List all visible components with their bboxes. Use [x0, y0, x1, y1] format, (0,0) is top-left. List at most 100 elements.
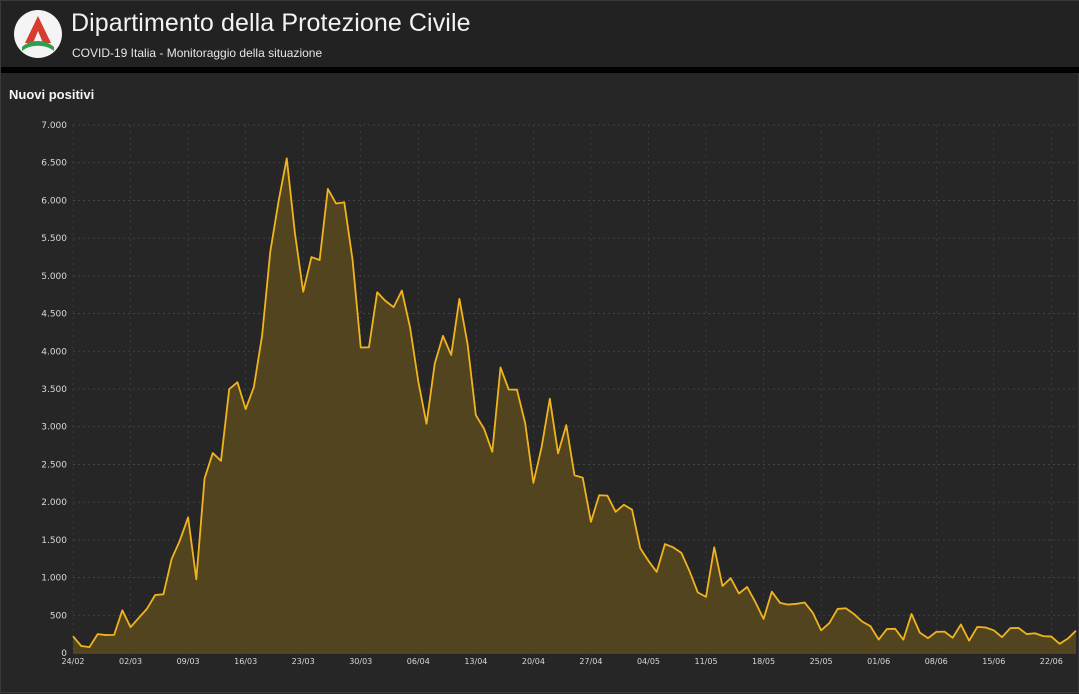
data-point [1067, 637, 1069, 639]
data-point [269, 250, 271, 252]
y-tick-label: 6.500 [41, 159, 67, 169]
data-point [499, 366, 501, 368]
data-point [540, 446, 542, 448]
data-point [836, 608, 838, 610]
data-point [162, 593, 164, 595]
data-point [1058, 643, 1060, 645]
data-point [524, 422, 526, 424]
x-tick-label: 24/02 [61, 657, 84, 666]
data-point [450, 354, 452, 356]
x-tick-label: 15/06 [982, 657, 1005, 666]
data-point [631, 508, 633, 510]
page-title: Dipartimento della Protezione Civile [71, 9, 471, 37]
data-point [762, 618, 764, 620]
data-point [113, 634, 115, 636]
data-point [138, 617, 140, 619]
page-subtitle: COVID-19 Italia - Monitoraggio della sit… [72, 46, 323, 60]
data-point [179, 539, 181, 541]
data-point [220, 460, 222, 462]
data-point [713, 546, 715, 548]
data-point [582, 477, 584, 479]
data-point [417, 380, 419, 382]
y-tick-label: 0 [61, 649, 67, 659]
y-tick-label: 2.000 [41, 498, 67, 508]
data-point [401, 289, 403, 291]
data-point [129, 626, 131, 628]
x-tick-label: 27/04 [579, 657, 602, 666]
data-point [861, 620, 863, 622]
data-point [491, 451, 493, 453]
data-point [779, 602, 781, 604]
data-point [746, 586, 748, 588]
y-tick-label: 2.500 [41, 460, 67, 470]
data-point [951, 637, 953, 639]
x-tick-label: 20/04 [522, 657, 545, 666]
data-point [72, 635, 74, 637]
data-point [203, 477, 205, 479]
data-point [664, 543, 666, 545]
x-tick-label: 06/04 [407, 657, 430, 666]
y-tick-label: 4.000 [41, 347, 67, 357]
data-point [828, 622, 830, 624]
data-point [425, 423, 427, 425]
data-point [795, 603, 797, 605]
data-point [286, 157, 288, 159]
data-point [475, 414, 477, 416]
data-point [573, 474, 575, 476]
data-point [105, 634, 107, 636]
x-tick-label: 08/06 [925, 657, 948, 666]
data-point [1001, 636, 1003, 638]
data-point [721, 585, 723, 587]
data-point [335, 202, 337, 204]
x-tick-label: 16/03 [234, 657, 257, 666]
data-point [121, 609, 123, 611]
y-tick-label: 3.000 [41, 423, 67, 433]
data-point [212, 452, 214, 454]
data-point [376, 291, 378, 293]
data-point [228, 388, 230, 390]
data-point [804, 601, 806, 603]
protezione-civile-logo-icon [14, 10, 62, 58]
y-tick-label: 7.000 [41, 121, 67, 131]
data-point [532, 482, 534, 484]
data-point [384, 300, 386, 302]
data-point [845, 607, 847, 609]
data-point [253, 386, 255, 388]
data-point [80, 645, 82, 647]
data-point [590, 521, 592, 523]
data-point [697, 591, 699, 593]
data-point [672, 546, 674, 548]
data-point [277, 200, 279, 202]
x-tick-label: 13/04 [464, 657, 487, 666]
data-point [993, 629, 995, 631]
data-point [1034, 632, 1036, 634]
data-point [869, 625, 871, 627]
data-point [327, 188, 329, 190]
data-point [614, 511, 616, 513]
data-point [935, 631, 937, 633]
data-point [549, 398, 551, 400]
data-point [680, 552, 682, 554]
data-point [688, 570, 690, 572]
y-tick-label: 5.500 [41, 234, 67, 244]
data-point [647, 560, 649, 562]
data-point [877, 638, 879, 640]
data-point [154, 594, 156, 596]
x-tick-label: 09/03 [177, 657, 200, 666]
data-point [1075, 629, 1077, 631]
y-tick-label: 5.000 [41, 272, 67, 282]
x-tick-label: 23/03 [292, 657, 315, 666]
data-point [984, 626, 986, 628]
x-tick-label: 02/03 [119, 657, 142, 666]
data-point [244, 408, 246, 410]
data-point [598, 494, 600, 496]
y-tick-label: 1.500 [41, 536, 67, 546]
data-point [170, 558, 172, 560]
data-point [483, 428, 485, 430]
data-point [730, 577, 732, 579]
data-point [812, 612, 814, 614]
x-tick-label: 30/03 [349, 657, 372, 666]
data-point [302, 291, 304, 293]
series-line [72, 157, 1077, 649]
